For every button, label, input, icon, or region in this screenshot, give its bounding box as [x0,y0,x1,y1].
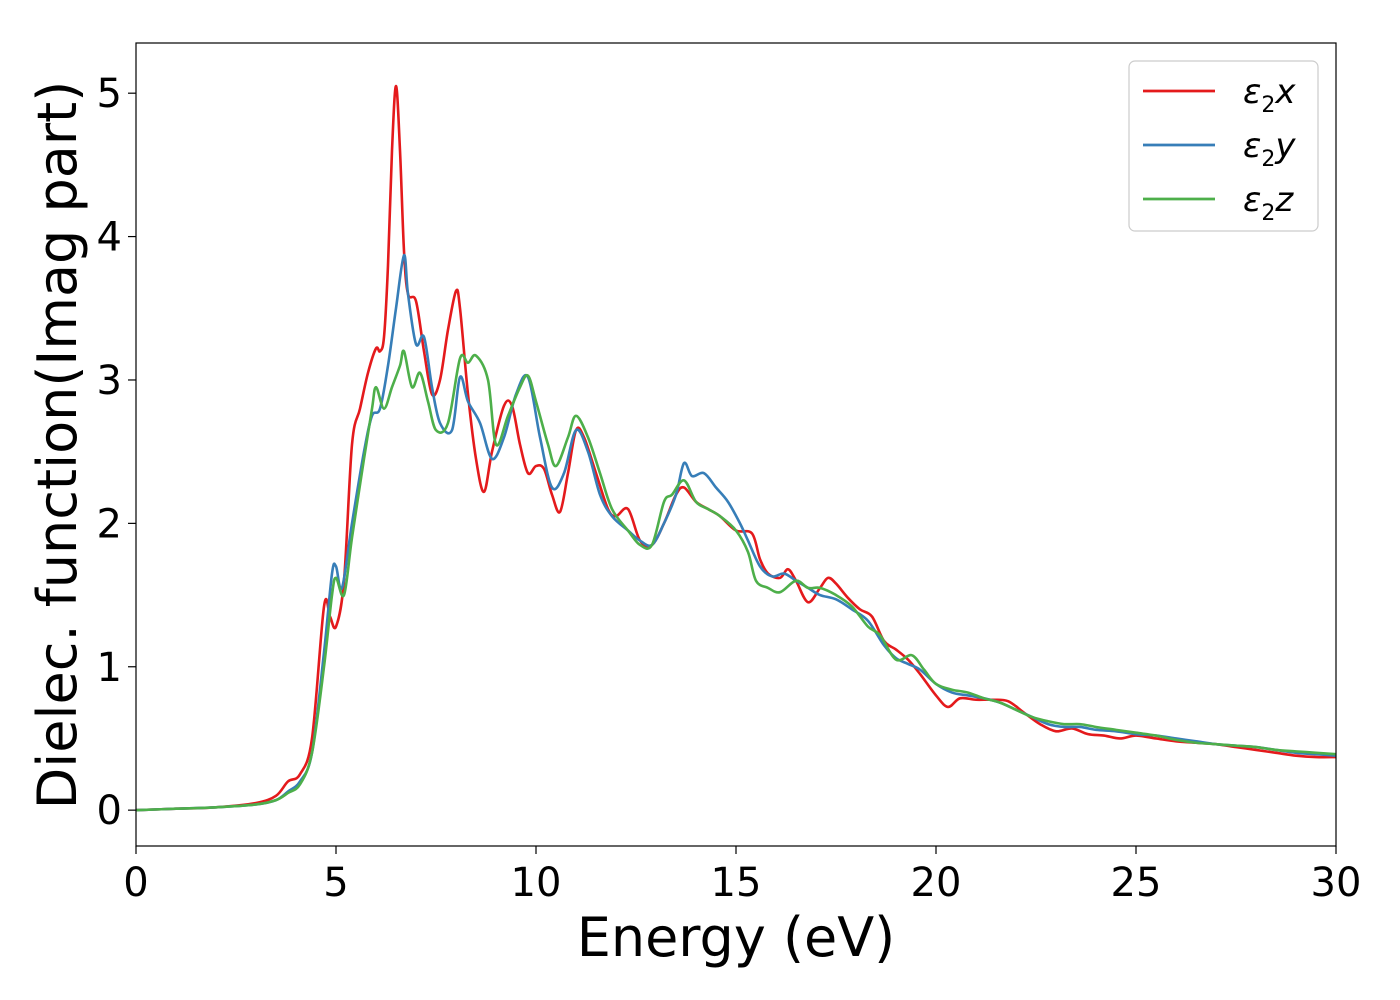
x-tick-label: 30 [1311,860,1362,906]
x-axis-title: Energy (eV) [577,906,896,969]
y-axis-title: Dielec. function(Imag part) [26,81,89,810]
legend-label-z: ε2z [1243,180,1294,226]
y-axis-ticks: 0 1 2 3 4 5 [97,71,136,834]
series-line-z [135,349,1337,812]
y-tick-label: 5 [97,71,122,117]
y-tick-label: 0 [97,788,122,834]
x-axis-ticks: 0 5 10 15 20 25 30 [123,846,1361,906]
y-tick-label: 1 [97,645,122,691]
x-tick-label: 5 [323,860,348,906]
plot-lines [135,84,1337,812]
x-tick-label: 10 [511,860,562,906]
y-tick-label: 4 [97,215,122,261]
legend-box [1128,60,1319,232]
x-tick-label: 20 [911,860,962,906]
legend: ε2x ε2y ε2z [1128,60,1319,232]
y-tick-label: 3 [97,358,122,404]
legend-label-x: ε2x [1243,72,1296,118]
x-tick-label: 15 [711,860,762,906]
legend-label-y: ε2y [1243,126,1296,172]
y-tick-label: 2 [97,501,122,547]
x-tick-label: 25 [1111,860,1162,906]
x-tick-label: 0 [123,860,148,906]
